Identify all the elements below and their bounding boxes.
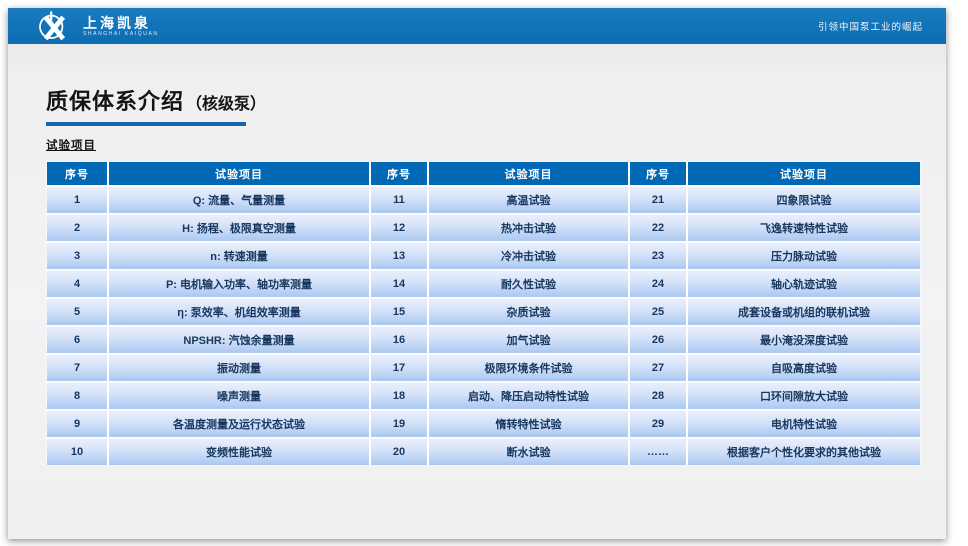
header-cell-item: 试验项目 (688, 162, 920, 185)
cell-test-item: 杂质试验 (429, 299, 628, 325)
cell-test-item: P: 电机输入功率、轴功率测量 (109, 271, 369, 297)
cell-test-item: η: 泵效率、机组效率测量 (109, 299, 369, 325)
cell-index: 17 (371, 355, 427, 381)
cell-index: 16 (371, 327, 427, 353)
cell-index: …… (630, 439, 686, 465)
cell-index: 8 (47, 383, 107, 409)
section-label: 试验项目 (46, 140, 96, 152)
cell-test-item: 极限环境条件试验 (429, 355, 628, 381)
cell-index: 22 (630, 215, 686, 241)
cell-index: 2 (47, 215, 107, 241)
cell-test-item: 成套设备或机组的联机试验 (688, 299, 920, 325)
cell-index: 3 (47, 243, 107, 269)
page-title-main: 质保体系介绍 (46, 89, 185, 114)
cell-index: 1 (47, 187, 107, 213)
header-cell-item: 试验项目 (109, 162, 369, 185)
cell-index: 6 (47, 327, 107, 353)
brand-subname: SHANGHAI KAIQUAN (83, 30, 159, 37)
cell-index: 26 (630, 327, 686, 353)
cell-index: 25 (630, 299, 686, 325)
page-title: 质保体系介绍 （核级泵） (46, 84, 946, 116)
cell-test-item: 最小淹没深度试验 (688, 327, 920, 353)
test-items-table: 序号 试验项目 序号 试验项目 序号 试验项目 1 Q: 流量、气量测量 11 高温试验 21 四象限… (46, 161, 921, 466)
cell-test-item: 振动测量 (109, 355, 369, 381)
cell-index: 27 (630, 355, 686, 381)
cell-index: 15 (371, 299, 427, 325)
cell-index: 18 (371, 383, 427, 409)
cell-test-item: 电机特性试验 (688, 411, 920, 437)
cell-test-item: 耐久性试验 (429, 271, 628, 297)
cell-test-item: 高温试验 (429, 187, 628, 213)
cell-index: 28 (630, 383, 686, 409)
cell-test-item: 四象限试验 (688, 187, 920, 213)
cell-index: 7 (47, 355, 107, 381)
cell-index: 12 (371, 215, 427, 241)
cell-index: 21 (630, 187, 686, 213)
cell-index: 19 (371, 411, 427, 437)
cell-test-item: 自吸高度试验 (688, 355, 920, 381)
kaiquan-logo-icon (36, 10, 76, 42)
cell-test-item: 断水试验 (429, 439, 628, 465)
top-banner: 上海凯泉 SHANGHAI KAIQUAN 引领中国泵工业的崛起 (8, 8, 946, 44)
cell-index: 29 (630, 411, 686, 437)
cell-test-item: 加气试验 (429, 327, 628, 353)
cell-index: 5 (47, 299, 107, 325)
cell-test-item: 热冲击试验 (429, 215, 628, 241)
header-cell-index: 序号 (630, 162, 686, 185)
header-cell-item: 试验项目 (429, 162, 628, 185)
page-title-suffix: （核级泵） (186, 96, 267, 113)
cell-test-item: n: 转速测量 (109, 243, 369, 269)
brand-tagline: 引领中国泵工业的崛起 (817, 22, 923, 33)
cell-index: 10 (47, 439, 107, 465)
cell-test-item: 压力脉动试验 (688, 243, 920, 269)
cell-test-item: Q: 流量、气量测量 (109, 187, 369, 213)
cell-test-item: H: 扬程、极限真空测量 (109, 215, 369, 241)
cell-test-item: 惰转特性试验 (429, 411, 628, 437)
cell-test-item: 轴心轨迹试验 (688, 271, 920, 297)
slide-content: 质保体系介绍 （核级泵） 试验项目 序号 试验项目 序号 试验项目 序号 试验项目 1 Q: … (8, 84, 946, 466)
brand-name: 上海凯泉 (83, 14, 151, 31)
cell-test-item: NPSHR: 汽蚀余量测量 (109, 327, 369, 353)
cell-test-item: 口环间隙放大试验 (688, 383, 920, 409)
cell-test-item: 变频性能试验 (109, 439, 369, 465)
cell-test-item: 冷冲击试验 (429, 243, 628, 269)
cell-index: 9 (47, 411, 107, 437)
cell-index: 23 (630, 243, 686, 269)
presentation-slide: 上海凯泉 SHANGHAI KAIQUAN 引领中国泵工业的崛起 质保体系介绍 … (8, 8, 946, 539)
cell-index: 13 (371, 243, 427, 269)
cell-index: 14 (371, 271, 427, 297)
brand-text: 上海凯泉 SHANGHAI KAIQUAN (83, 16, 159, 37)
cell-test-item: 噪声测量 (109, 383, 369, 409)
cell-index: 11 (371, 187, 427, 213)
header-cell-index: 序号 (371, 162, 427, 185)
cell-test-item: 各温度测量及运行状态试验 (109, 411, 369, 437)
cell-index: 24 (630, 271, 686, 297)
title-underline (46, 122, 246, 126)
header-cell-index: 序号 (47, 162, 107, 185)
brand: 上海凯泉 SHANGHAI KAIQUAN (36, 10, 159, 42)
cell-index: 20 (371, 439, 427, 465)
cell-index: 4 (47, 271, 107, 297)
cell-test-item: 飞逸转速特性试验 (688, 215, 920, 241)
cell-test-item: 根据客户个性化要求的其他试验 (688, 439, 920, 465)
cell-test-item: 启动、降压启动特性试验 (429, 383, 628, 409)
